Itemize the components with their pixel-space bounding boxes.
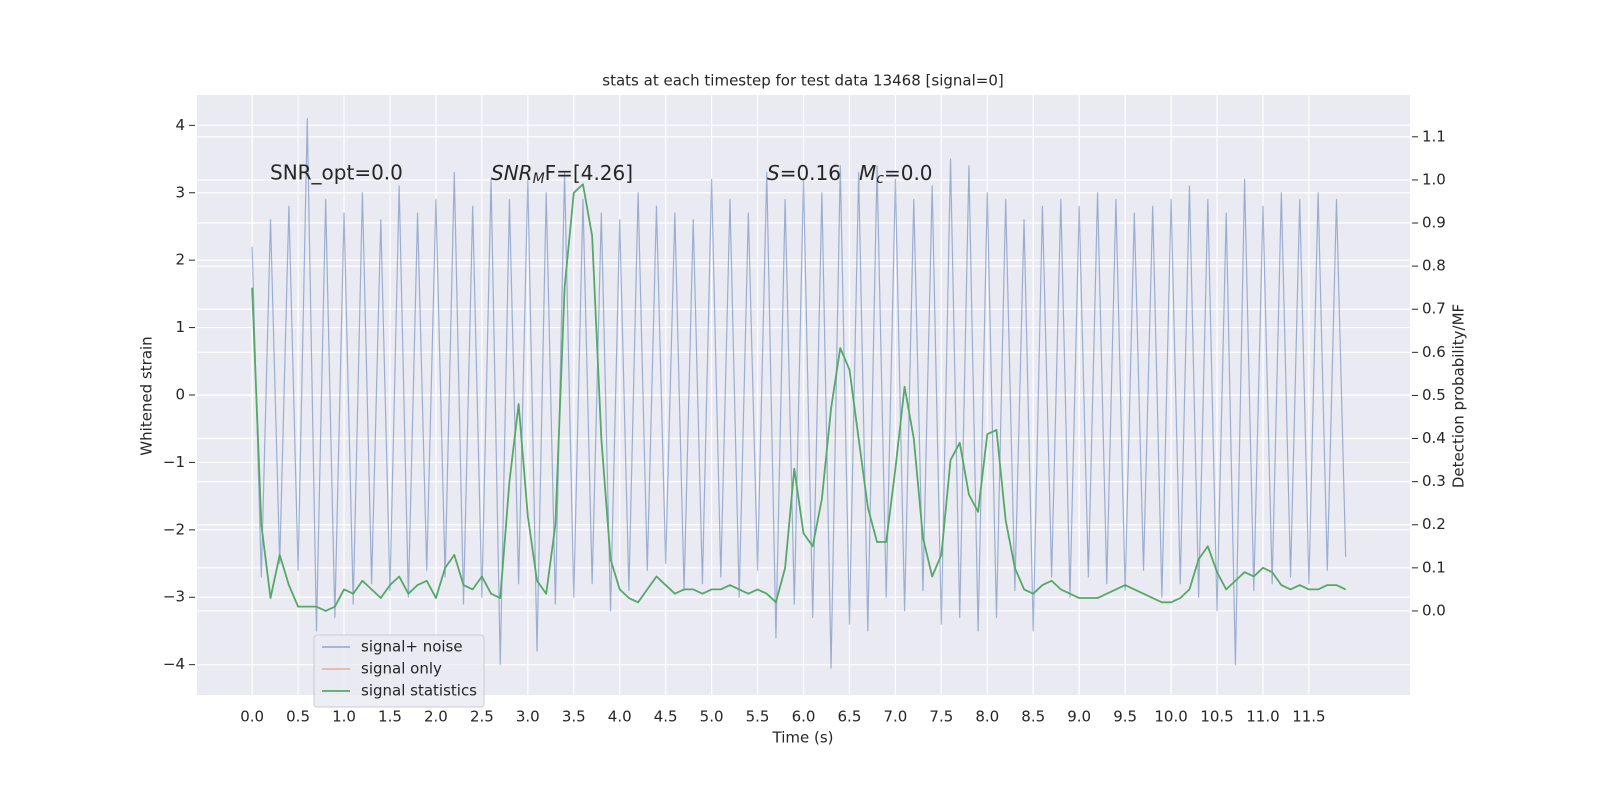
y-tick-label: 2 — [175, 251, 185, 269]
x-tick-label: 5.5 — [746, 708, 770, 726]
x-tick-label: 3.0 — [516, 708, 540, 726]
annotations: SNR_opt=0.0 SNRMF=[4.26] S=0.16 Mc=0.0 — [270, 161, 933, 188]
annotation: Mc=0.0 — [859, 161, 933, 188]
grid — [197, 95, 1410, 695]
legend-label: signal statistics — [361, 682, 477, 700]
annotation-part: =0.16 — [780, 161, 841, 185]
annotation-part: SNR — [491, 161, 533, 185]
annotation-part: S — [767, 161, 780, 185]
x-tick-label: 4.0 — [608, 708, 632, 726]
y-tick-label: 0 — [175, 386, 185, 404]
x-tick-label: 8.5 — [1021, 708, 1045, 726]
y2-tick-label: 0.6 — [1422, 343, 1446, 361]
x-tick-label: 11.5 — [1292, 708, 1325, 726]
annotation-part: M — [859, 161, 876, 185]
y-tick-label: −1 — [163, 453, 185, 471]
line-series — [251, 118, 1347, 669]
ticks: 0.0 0.5 1.0 1.5 2.0 2.5 3.0 3.5 4.0 4.5 5.0 5.5 6.0 6… — [163, 116, 1446, 726]
y2-axis-label: Detection probability/MF — [1450, 304, 1468, 488]
line-series — [251, 183, 1347, 612]
y2-tick-label: 0.1 — [1422, 558, 1446, 576]
x-tick-label: 5.0 — [700, 708, 724, 726]
y-tick-label: −3 — [163, 588, 185, 606]
x-tick-label: 11.0 — [1246, 708, 1279, 726]
x-tick-label: 0.5 — [286, 708, 310, 726]
x-tick-label: 6.0 — [792, 708, 816, 726]
y2-tick-label: 1.1 — [1422, 127, 1446, 145]
y2-tick-label: 0.5 — [1422, 386, 1446, 404]
x-tick-label: 6.5 — [838, 708, 862, 726]
x-tick-label: 7.0 — [883, 708, 907, 726]
x-tick-label: 1.5 — [378, 708, 402, 726]
y2-tick-label: 0.7 — [1422, 300, 1446, 318]
chart-title: stats at each timestep for test data 134… — [602, 72, 1003, 90]
y-tick-label: 4 — [175, 116, 185, 134]
x-tick-label: 9.5 — [1113, 708, 1137, 726]
legend-box — [313, 634, 485, 708]
annotation-sub: c — [876, 171, 884, 187]
x-tick-label: 4.5 — [654, 708, 678, 726]
x-tick-label: 10.5 — [1200, 708, 1233, 726]
annotation-part: =0.0 — [884, 161, 933, 185]
annotation: SNRMF=[4.26] — [491, 161, 633, 188]
x-tick-label: 8.0 — [975, 708, 999, 726]
y2-tick-label: 0.4 — [1422, 429, 1446, 447]
y2-tick-label: 1.0 — [1422, 170, 1446, 188]
y-tick-label: 3 — [175, 183, 185, 201]
annotation: S=0.16 — [767, 161, 841, 185]
y2-tick-label: 0.3 — [1422, 472, 1446, 490]
y-axis-label: Whitened strain — [138, 336, 156, 455]
x-axis-label: Time (s) — [772, 729, 834, 747]
legend: signal+ noise signal only signal statistic… — [313, 634, 485, 708]
x-tick-label: 10.0 — [1154, 708, 1187, 726]
annotation-part: F=[4.26] — [545, 161, 633, 185]
y-tick-label: 1 — [175, 318, 185, 336]
x-tick-label: 2.5 — [470, 708, 494, 726]
annotation: SNR_opt=0.0 — [270, 161, 403, 185]
legend-label: signal only — [361, 660, 442, 678]
marks — [251, 118, 1347, 669]
x-tick-label: 7.5 — [929, 708, 953, 726]
y2-tick-label: 0.0 — [1422, 601, 1446, 619]
y2-tick-label: 0.2 — [1422, 515, 1446, 533]
x-tick-label: 1.0 — [332, 708, 356, 726]
y-tick-label: −4 — [163, 655, 185, 673]
x-tick-label: 9.0 — [1067, 708, 1091, 726]
y2-tick-label: 0.8 — [1422, 257, 1446, 275]
legend-label: signal+ noise — [361, 638, 463, 656]
y2-tick-label: 0.9 — [1422, 214, 1446, 232]
x-tick-label: 3.5 — [562, 708, 586, 726]
y-tick-label: −2 — [163, 520, 185, 538]
x-tick-label: 0.0 — [240, 708, 264, 726]
x-tick-label: 2.0 — [424, 708, 448, 726]
annotation-sub: M — [533, 171, 545, 187]
